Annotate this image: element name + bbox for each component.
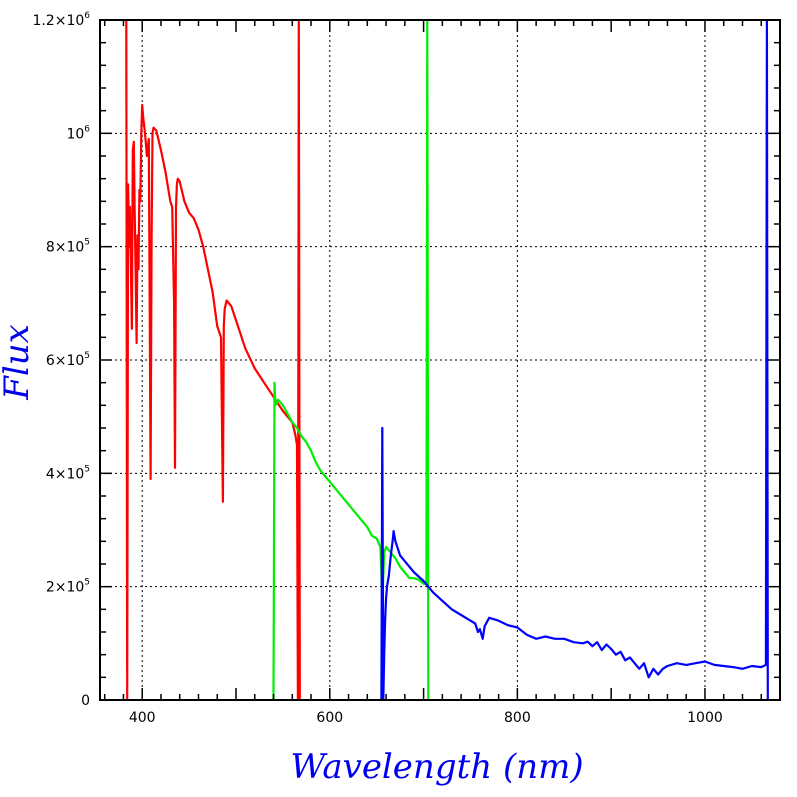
y-tick-label: 106 bbox=[66, 124, 90, 142]
series-layer bbox=[125, 20, 769, 700]
series-line-2 bbox=[272, 20, 430, 700]
series-line-3 bbox=[380, 20, 769, 700]
y-tick-label: 1.2×106 bbox=[32, 11, 90, 29]
axis-ticks bbox=[100, 19, 781, 701]
x-tick-label: 800 bbox=[504, 710, 531, 726]
y-tick-label: 8×105 bbox=[46, 238, 90, 256]
y-tick-label: 2×105 bbox=[46, 578, 90, 596]
y-tick-label: 6×105 bbox=[46, 351, 90, 369]
x-tick-label: 600 bbox=[316, 710, 343, 726]
y-axis-title: Flux bbox=[0, 324, 37, 401]
grid-lines bbox=[100, 20, 780, 700]
y-tick-label: 0 bbox=[81, 693, 90, 709]
series-line-1 bbox=[125, 20, 301, 700]
x-tick-labels: 400 600 800 1000 bbox=[129, 710, 723, 726]
x-axis-title: Wavelength (nm) bbox=[290, 747, 583, 787]
y-tick-label: 4×105 bbox=[46, 464, 90, 482]
y-tick-labels: 0 2×105 4×105 6×105 8×105 106 1.2×106 bbox=[32, 11, 90, 709]
x-tick-label: 1000 bbox=[687, 710, 723, 726]
x-tick-label: 400 bbox=[129, 710, 156, 726]
